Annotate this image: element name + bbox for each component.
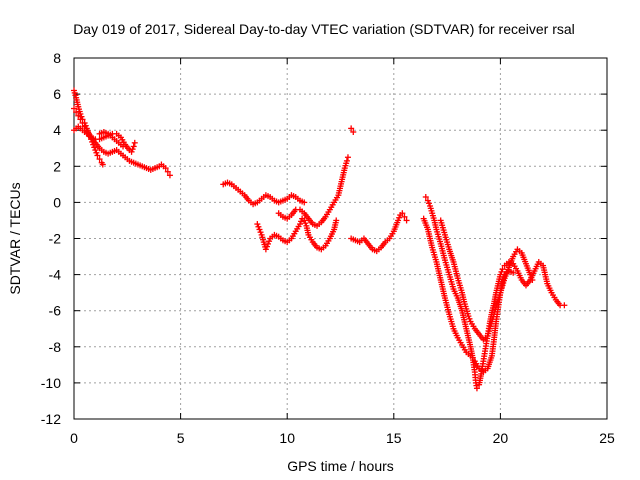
y-tick-label: -4 [49, 267, 62, 283]
data-point [262, 246, 269, 253]
data-point [348, 125, 355, 132]
data-point [92, 147, 99, 154]
axis-ticks: 0 5 10 15 20 25 -12 -10 -8 -6 -4 -2 0 2 4 6 8 [41, 50, 615, 446]
data-point [166, 172, 173, 179]
x-tick-label: 15 [386, 430, 402, 446]
data-point [75, 112, 82, 119]
y-tick-label: -8 [49, 339, 62, 355]
data-point [343, 157, 350, 164]
data-point [79, 119, 86, 126]
data-point [120, 143, 127, 150]
data-point [529, 277, 536, 284]
y-tick-label: -6 [49, 303, 62, 319]
data-point [256, 226, 263, 233]
data-point [302, 220, 309, 227]
data-point [71, 105, 77, 112]
x-axis-label: GPS time / hours [287, 458, 394, 474]
data-point [425, 200, 432, 207]
data-point [162, 165, 169, 172]
data-point [466, 315, 473, 322]
data-point [527, 271, 534, 278]
data-point [473, 385, 480, 392]
data-point [401, 213, 408, 220]
data-point [301, 217, 308, 224]
data-point [265, 240, 272, 247]
x-tick-label: 0 [70, 430, 78, 446]
data-point [510, 269, 517, 276]
data-point [403, 217, 410, 224]
data-point [561, 302, 568, 309]
y-tick-label: 2 [53, 158, 61, 174]
data-points [71, 87, 568, 392]
y-tick-label: -12 [41, 411, 61, 427]
grid [74, 58, 607, 419]
y-tick-label: -2 [49, 231, 62, 247]
data-point [498, 268, 505, 275]
data-point [263, 243, 270, 250]
data-point [254, 221, 261, 228]
data-point [469, 354, 476, 361]
data-point [93, 149, 100, 156]
data-point [94, 152, 101, 159]
data-point [266, 238, 273, 245]
data-point [257, 229, 264, 236]
data-point [164, 168, 171, 175]
data-point [128, 148, 135, 155]
data-point [399, 210, 406, 217]
data-point [333, 217, 340, 224]
chart-title: Day 019 of 2017, Sidereal Day-to-day VTE… [73, 21, 575, 37]
data-point [528, 274, 535, 281]
y-tick-label: 4 [53, 122, 61, 138]
y-tick-label: 0 [53, 194, 61, 210]
x-tick-label: 20 [493, 430, 509, 446]
x-tick-label: 25 [599, 430, 615, 446]
data-point [424, 197, 431, 204]
y-tick-label: 6 [53, 86, 61, 102]
x-tick-label: 10 [279, 430, 295, 446]
data-point [499, 266, 506, 273]
data-point [350, 129, 357, 136]
y-axis-label: SDTVAR / TECUs [7, 182, 23, 294]
x-tick-label: 5 [177, 430, 185, 446]
data-point [131, 139, 138, 146]
data-point [465, 313, 472, 320]
data-point [81, 123, 88, 130]
data-point [422, 193, 429, 200]
data-point [396, 214, 403, 221]
data-point [301, 199, 308, 206]
data-point [298, 218, 305, 225]
data-point [96, 156, 103, 163]
data-point [255, 223, 262, 230]
y-tick-label: 8 [53, 50, 61, 66]
data-point [73, 109, 80, 116]
y-tick-label: -10 [41, 375, 61, 391]
data-point [82, 122, 89, 129]
data-point [99, 161, 106, 168]
data-point [78, 113, 85, 120]
data-point [395, 217, 402, 224]
data-point [77, 116, 84, 123]
data-point [296, 221, 303, 228]
data-point [130, 143, 137, 150]
data-point [344, 154, 351, 161]
data-point [129, 146, 136, 153]
